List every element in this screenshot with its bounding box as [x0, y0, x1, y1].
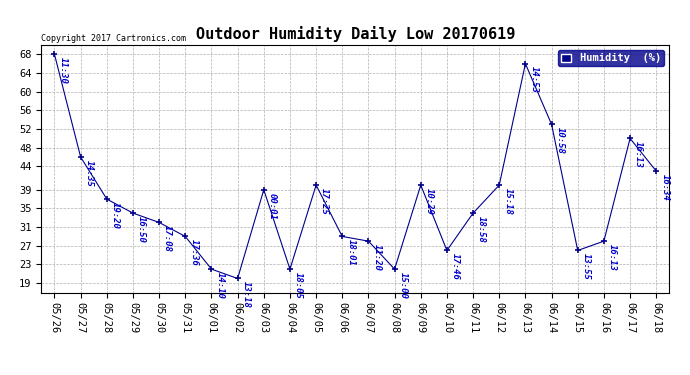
Text: 15:00: 15:00 — [399, 272, 408, 299]
Text: 16:13: 16:13 — [634, 141, 643, 168]
Text: 16:13: 16:13 — [608, 244, 617, 271]
Text: 11:20: 11:20 — [373, 244, 382, 271]
Text: 16:34: 16:34 — [660, 174, 669, 201]
Text: 15:18: 15:18 — [504, 188, 513, 215]
Text: 19:20: 19:20 — [111, 202, 120, 229]
Text: 18:05: 18:05 — [294, 272, 303, 299]
Title: Outdoor Humidity Daily Low 20170619: Outdoor Humidity Daily Low 20170619 — [196, 27, 515, 42]
Text: 14:10: 14:10 — [215, 272, 225, 299]
Legend: Humidity  (%): Humidity (%) — [558, 50, 664, 66]
Text: 17:36: 17:36 — [190, 239, 199, 266]
Text: 18:01: 18:01 — [346, 239, 355, 266]
Text: 17:46: 17:46 — [451, 253, 460, 280]
Text: 10:58: 10:58 — [555, 127, 564, 154]
Text: 11:30: 11:30 — [59, 57, 68, 84]
Text: 17:25: 17:25 — [320, 188, 329, 215]
Text: Copyright 2017 Cartronics.com: Copyright 2017 Cartronics.com — [41, 33, 186, 42]
Text: 13:55: 13:55 — [582, 253, 591, 280]
Text: 10:29: 10:29 — [425, 188, 434, 215]
Text: 13:18: 13:18 — [241, 281, 250, 308]
Text: 00:01: 00:01 — [268, 192, 277, 219]
Text: 17:08: 17:08 — [164, 225, 172, 252]
Text: 14:35: 14:35 — [85, 160, 94, 187]
Text: 16:50: 16:50 — [137, 216, 146, 243]
Text: 14:53: 14:53 — [529, 66, 539, 93]
Text: 18:58: 18:58 — [477, 216, 486, 243]
